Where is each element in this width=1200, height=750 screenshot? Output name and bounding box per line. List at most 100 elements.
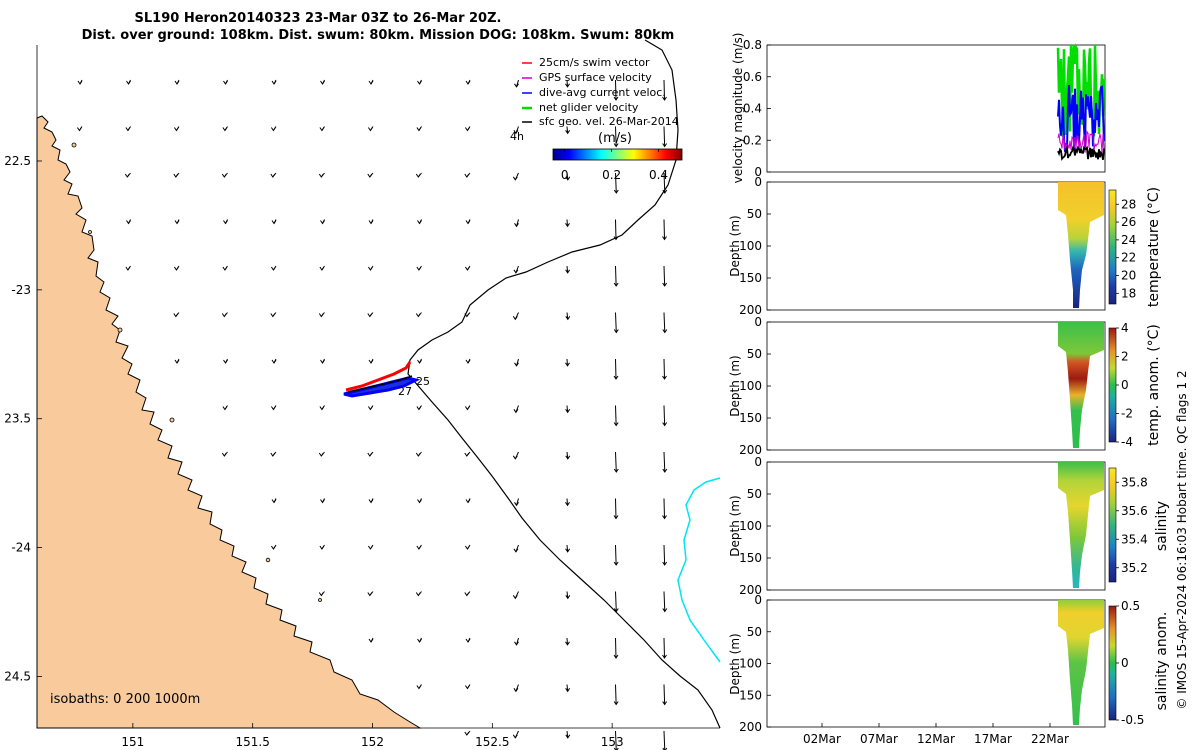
current-arrowhead — [513, 688, 519, 693]
current-arrow — [663, 265, 666, 287]
date-tick-label: 12Mar — [917, 732, 955, 746]
current-arrowhead — [320, 220, 325, 225]
current-arrowhead — [565, 455, 571, 460]
current-arrowhead — [417, 499, 422, 504]
current-arrowhead — [270, 173, 276, 178]
island — [318, 598, 322, 602]
current-arrowhead — [416, 685, 422, 690]
colorbar-tick-label: 20 — [1121, 269, 1136, 283]
current-arrowhead — [223, 80, 228, 85]
glider-path — [347, 375, 413, 393]
current-arrowhead — [464, 545, 470, 550]
current-arrowhead — [124, 173, 130, 178]
current-arrowhead — [662, 468, 668, 473]
current-arrowhead — [223, 220, 228, 225]
current-arrowhead — [613, 282, 619, 287]
temp-anomaly-colorbar-ticks: 4 2 0 -2 -4 — [1116, 321, 1133, 449]
swim-vectors — [345, 361, 412, 392]
current-arrowhead — [319, 127, 325, 132]
current-arrowhead — [464, 592, 470, 597]
current-arrow — [615, 358, 617, 380]
colorbar-tick-label: 2 — [1121, 350, 1129, 364]
current-arrow — [566, 219, 568, 227]
track-label-25: 25 — [416, 375, 430, 388]
current-arrowhead — [662, 654, 667, 659]
isobaths-label: isobaths: 0 200 1000m — [50, 692, 200, 707]
current-arrowhead — [662, 236, 667, 241]
current-arrowhead — [270, 313, 276, 318]
current-arrowhead — [76, 127, 82, 132]
current-arrowhead — [367, 266, 373, 271]
footer-credit: © IMOS 15-Apr-2024 06:16:03 Hobart time.… — [1175, 370, 1189, 709]
depth-tick-label: 100 — [739, 239, 762, 253]
date-tick-label: 22Mar — [1031, 732, 1069, 746]
current-arrowhead — [270, 545, 276, 550]
current-arrowhead — [565, 409, 571, 414]
current-arrowhead — [514, 223, 519, 228]
temperature-colorbar — [1108, 189, 1117, 305]
current-arrow — [663, 358, 665, 380]
current-arrowhead — [415, 452, 421, 457]
current-arrow — [615, 684, 617, 705]
colorbar-tick-label: -2 — [1121, 407, 1133, 421]
current-arrowhead — [613, 515, 619, 520]
current-arrow — [566, 684, 569, 692]
salinity-colorbar-label: salinity — [1154, 501, 1170, 551]
salinity-anomaly-x-ticks: 02Mar 07Mar 12Mar 17Mar 22Mar — [803, 723, 1069, 746]
current-arrow — [566, 126, 569, 134]
island — [88, 230, 92, 234]
depth-tick-label: 100 — [739, 379, 762, 393]
current-arrow — [566, 730, 569, 738]
current-arrowhead — [662, 329, 668, 334]
current-arrowhead — [514, 83, 519, 88]
current-arrowhead — [417, 359, 422, 364]
current-arrowhead — [270, 127, 276, 132]
current-arrowhead — [565, 176, 571, 181]
map-panel: 25 27 25cm/s swim vector GPS surface vel… — [4, 39, 721, 750]
temp-anomaly-section — [1058, 322, 1104, 448]
current-arrow — [615, 591, 617, 612]
depth-tick-label: 200 — [739, 583, 762, 597]
current-arrowhead — [319, 266, 325, 271]
current-arrowhead — [465, 220, 471, 225]
current-arrowhead — [512, 595, 518, 600]
current-arrowhead — [271, 359, 277, 364]
current-arrowhead — [613, 143, 619, 148]
current-arrowhead — [221, 313, 227, 318]
current-arrow — [615, 451, 617, 473]
current-arrowhead — [270, 406, 276, 411]
map-x-tick-label: 152.5 — [475, 735, 509, 749]
depth-tick-label: 50 — [747, 625, 762, 639]
map-y-tick-label: 23.5 — [4, 412, 31, 426]
current-arrowhead — [662, 515, 667, 520]
colorbar-tick-label: -4 — [1121, 435, 1133, 449]
current-vector-field — [76, 79, 668, 750]
depth-tick-label: 0 — [754, 593, 762, 607]
map-colorbar-tick-label: 0.4 — [649, 168, 668, 182]
map-x-tick-label: 152 — [361, 735, 384, 749]
current-arrow — [566, 265, 569, 273]
depth-tick-label: 150 — [739, 411, 762, 425]
temperature-ylabel: Depth (m) — [728, 215, 742, 276]
current-arrowhead — [565, 641, 570, 646]
current-arrowhead — [565, 269, 571, 274]
current-arrowhead — [662, 561, 668, 566]
depth-tick-label: 150 — [739, 688, 762, 702]
island — [169, 417, 175, 423]
current-arrow — [566, 544, 569, 552]
current-arrow — [663, 405, 666, 426]
current-arrowhead — [416, 545, 422, 550]
temp-anomaly-colorbar-label: temp. anom. (°C) — [1146, 324, 1162, 446]
current-arrow — [566, 405, 569, 413]
current-arrowhead — [512, 316, 518, 321]
current-arrow — [566, 498, 568, 506]
temperature-y-ticks: 0 50 100 150 200 — [739, 175, 771, 317]
current-arrow — [663, 544, 666, 566]
current-arrowhead — [512, 176, 518, 181]
current-arrowhead — [513, 130, 519, 135]
current-arrow — [615, 544, 617, 566]
current-arrowhead — [514, 641, 519, 646]
depth-tick-label: 50 — [747, 487, 762, 501]
current-arrowhead — [368, 638, 374, 643]
current-arrowhead — [223, 359, 228, 364]
